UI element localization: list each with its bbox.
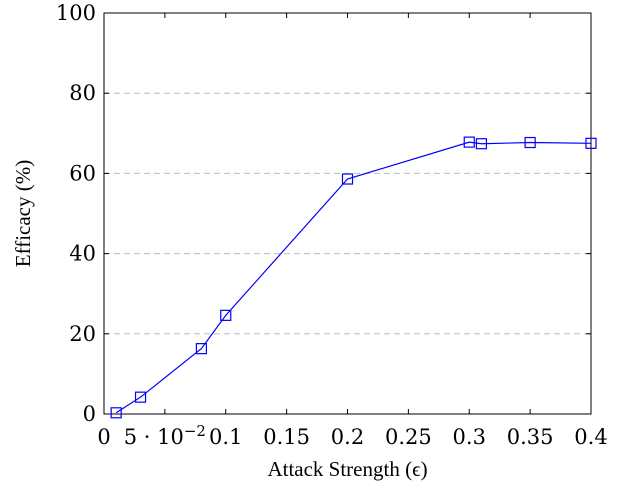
x-axis-title: Attack Strength (ϵ) xyxy=(267,457,427,481)
x-tick-label: 0 xyxy=(97,425,110,449)
x-tick-label: 0.3 xyxy=(453,425,486,449)
data-point-marker xyxy=(220,309,232,321)
grid-lines xyxy=(104,92,591,335)
data-point-marker xyxy=(134,391,147,403)
axis-ticks: 0 20 40 60 80 100 0 5 · 10−2 0.1 0.15 0.2 0.25 0.3 0.… xyxy=(56,1,608,449)
data-point-marker xyxy=(585,137,597,149)
x-tick-label: 0.2 xyxy=(331,425,364,449)
x-tick-label: 0.1 xyxy=(209,425,242,449)
plot-area-frame xyxy=(103,12,592,415)
data-point-marker xyxy=(524,136,536,149)
y-tick-label: 0 xyxy=(83,402,96,426)
y-tick-label: 40 xyxy=(69,242,96,266)
x-tick-label: 5 · 10−2 xyxy=(124,422,206,449)
data-point-marker xyxy=(195,343,207,355)
data-point-marker xyxy=(110,407,122,419)
series-line xyxy=(115,141,592,414)
data-point-marker xyxy=(463,136,475,148)
data-point-marker xyxy=(475,138,488,150)
series-line-group xyxy=(110,136,597,419)
y-tick-label: 20 xyxy=(69,322,96,346)
y-tick-label: 100 xyxy=(56,1,96,25)
x-tick-label: 0.25 xyxy=(385,425,432,449)
y-axis-title: Efficacy (%) xyxy=(11,160,35,267)
data-point-marker xyxy=(341,173,354,185)
y-tick-label: 60 xyxy=(69,161,96,185)
x-tick-label: 0.15 xyxy=(263,425,310,449)
x-tick-label: 0.4 xyxy=(574,425,607,449)
y-tick-label: 80 xyxy=(69,81,96,105)
x-tick-label: 0.35 xyxy=(507,425,554,449)
